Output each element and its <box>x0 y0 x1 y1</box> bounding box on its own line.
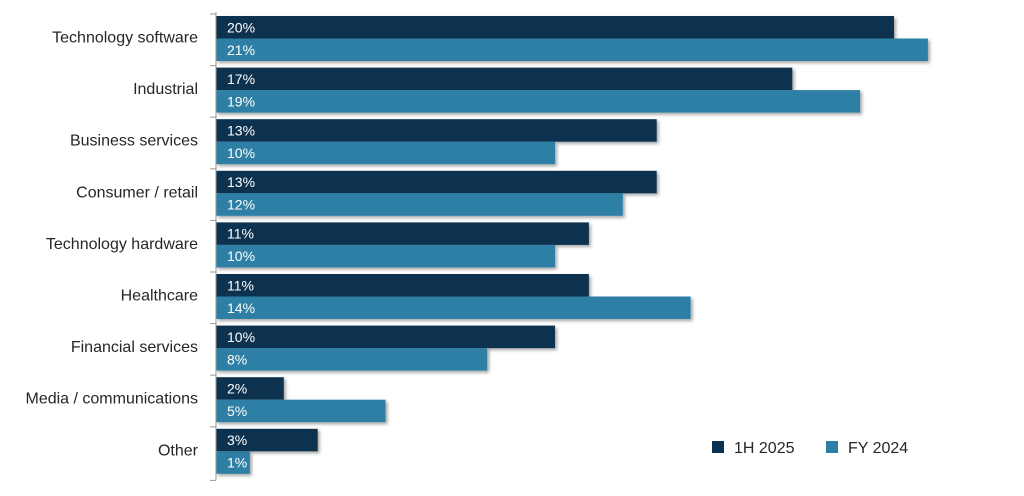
data-label-fy-2024-financial-services: 8% <box>227 351 247 367</box>
data-label-fy-2024-other: 1% <box>227 455 247 471</box>
category-label-financial-services: Financial services <box>71 339 198 356</box>
category-label-technology-software: Technology software <box>52 30 198 47</box>
data-label-1h-2025-other: 3% <box>227 432 247 448</box>
legend-label-1h-2025: 1H 2025 <box>734 440 795 457</box>
category-label-business-services: Business services <box>70 133 198 150</box>
bar-1h-2025-business-services <box>216 119 657 142</box>
legend-label-fy-2024: FY 2024 <box>848 440 908 457</box>
data-label-1h-2025-healthcare: 11% <box>227 277 254 293</box>
category-label-technology-hardware: Technology hardware <box>46 236 198 253</box>
data-label-fy-2024-technology-hardware: 10% <box>227 248 255 264</box>
bar-fy-2024-media-communications <box>216 399 386 423</box>
labels-layer: Technology software 20% 21% Industrial 17% 19… <box>25 19 255 470</box>
bar-fy-2024-financial-services <box>216 348 488 371</box>
bar-1h-2025-industrial <box>216 67 793 91</box>
bar-fy-2024-technology-software <box>216 38 928 61</box>
bar-fy-2024-consumer-retail <box>216 193 623 216</box>
bar-fy-2024-business-services <box>216 141 555 165</box>
bar-fy-2024-industrial <box>216 90 861 113</box>
bar-fy-2024-other <box>216 451 250 474</box>
bars-layer <box>216 16 928 474</box>
bar-1h-2025-healthcare <box>216 274 589 297</box>
data-label-fy-2024-technology-software: 21% <box>227 42 255 58</box>
data-label-fy-2024-media-communications: 5% <box>227 403 247 419</box>
category-label-healthcare: Healthcare <box>121 288 198 305</box>
bar-1h-2025-consumer-retail <box>216 170 657 194</box>
legend-swatch-fy-2024 <box>826 441 838 453</box>
bar-1h-2025-media-communications <box>216 377 284 400</box>
bar-fy-2024-healthcare <box>216 296 691 319</box>
category-label-consumer-retail: Consumer / retail <box>76 184 198 201</box>
data-label-1h-2025-business-services: 13% <box>227 122 255 138</box>
data-label-fy-2024-industrial: 19% <box>227 93 255 109</box>
data-label-fy-2024-business-services: 10% <box>227 145 255 161</box>
category-label-industrial: Industrial <box>133 81 198 98</box>
bar-1h-2025-technology-software <box>216 16 894 39</box>
bar-1h-2025-technology-hardware <box>216 222 589 245</box>
bar-fy-2024-technology-hardware <box>216 244 555 268</box>
data-label-1h-2025-financial-services: 10% <box>227 329 255 345</box>
bar-1h-2025-other <box>216 428 318 452</box>
legend-swatch-1h-2025 <box>712 441 724 453</box>
data-label-1h-2025-technology-hardware: 11% <box>227 226 254 242</box>
category-label-other: Other <box>158 442 199 459</box>
data-label-1h-2025-consumer-retail: 13% <box>227 174 255 190</box>
data-label-fy-2024-healthcare: 14% <box>227 300 255 316</box>
bar-1h-2025-financial-services <box>216 325 555 349</box>
category-label-media-communications: Media / communications <box>25 391 198 408</box>
data-label-1h-2025-industrial: 17% <box>227 71 255 87</box>
data-label-1h-2025-media-communications: 2% <box>227 380 247 396</box>
legend: 1H 2025 FY 2024 <box>712 440 908 457</box>
category-axis <box>210 12 217 481</box>
data-label-fy-2024-consumer-retail: 12% <box>227 197 255 213</box>
data-label-1h-2025-technology-software: 20% <box>227 19 255 35</box>
